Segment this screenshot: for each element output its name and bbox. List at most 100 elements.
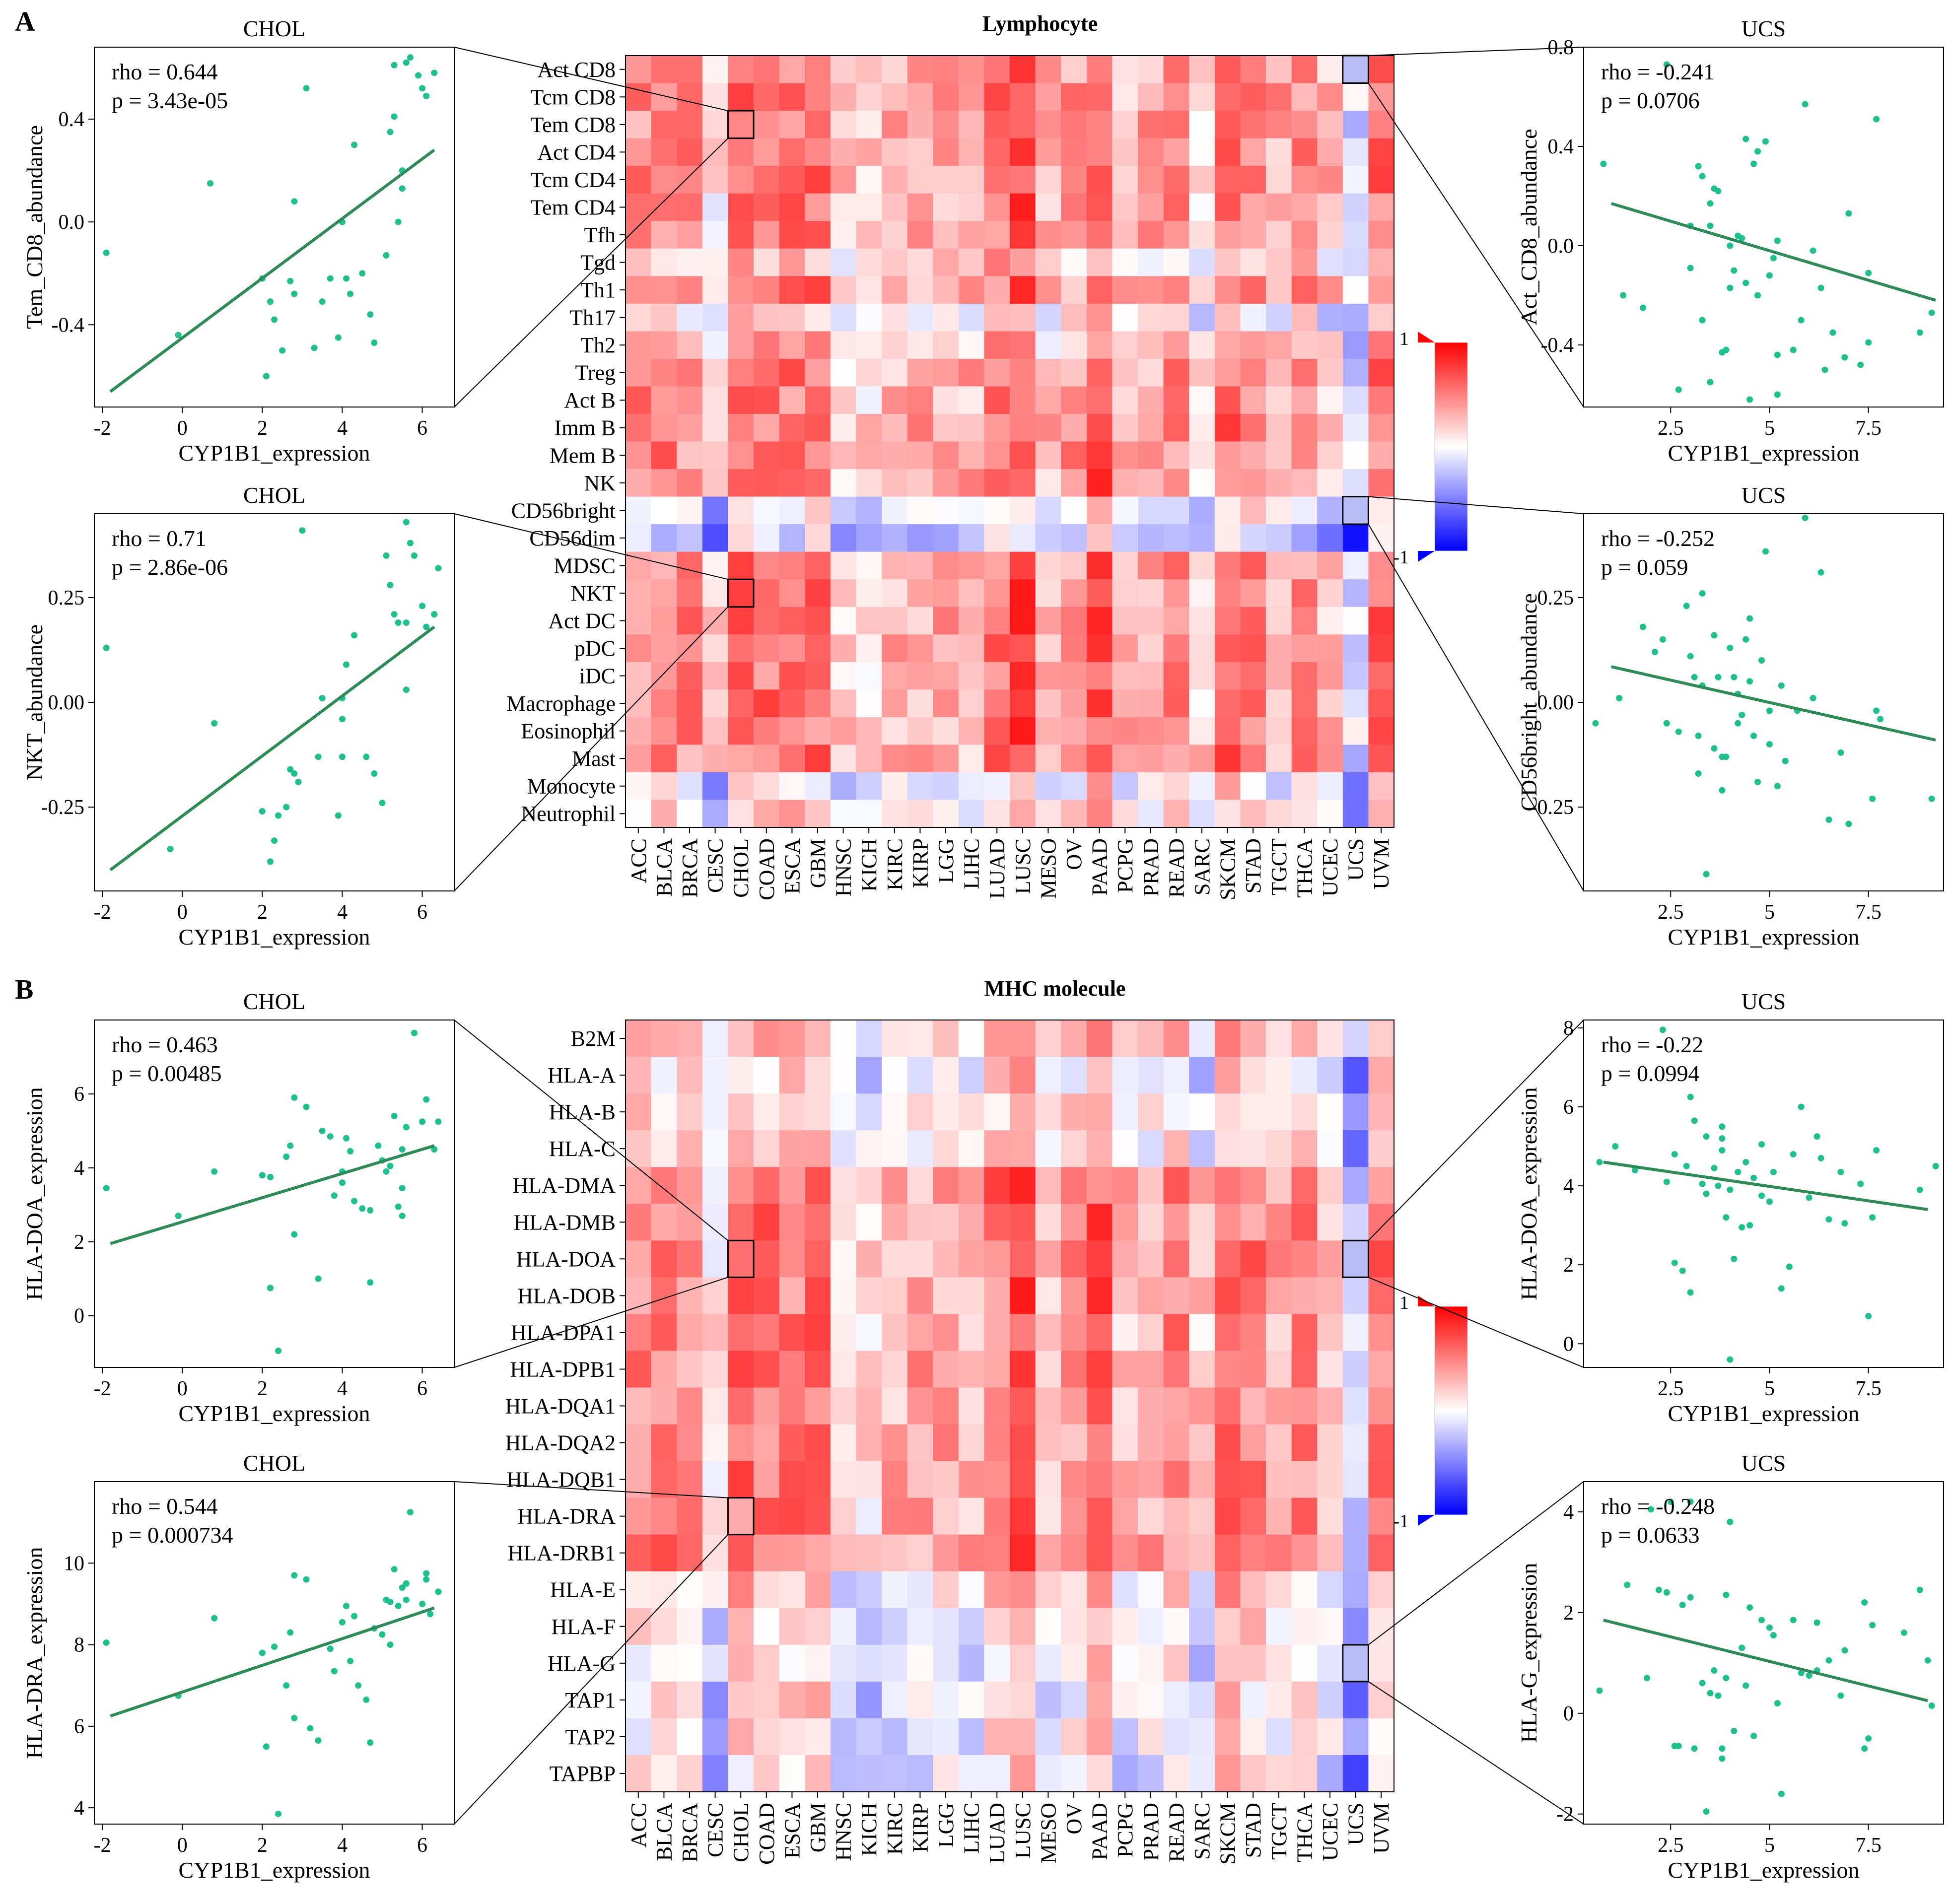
heatmap-cell bbox=[882, 1204, 907, 1241]
heatmap-cell bbox=[933, 1130, 959, 1167]
heatmap-cell bbox=[1138, 1387, 1164, 1425]
heatmap-cell bbox=[1266, 1461, 1292, 1498]
scatter-title: CHOL bbox=[243, 16, 305, 41]
heatmap-cell bbox=[1010, 552, 1036, 580]
heatmap-cell bbox=[959, 717, 984, 745]
heatmap-cell bbox=[933, 579, 959, 607]
heatmap-cell bbox=[805, 1682, 831, 1719]
column-label: HNSC bbox=[832, 838, 856, 896]
heatmap-cell bbox=[1368, 111, 1394, 138]
heatmap-cell bbox=[677, 1057, 702, 1094]
heatmap-cell bbox=[1112, 1682, 1138, 1719]
heatmap-cell bbox=[831, 1498, 856, 1535]
heatmap-cell bbox=[754, 1387, 779, 1425]
heatmap-cell bbox=[1189, 772, 1215, 800]
x-tick-label: 4 bbox=[337, 1834, 348, 1857]
x-axis-label: CYP1B1_expression bbox=[179, 1857, 370, 1883]
scatter-point bbox=[1683, 603, 1690, 609]
heatmap-cell bbox=[1317, 166, 1343, 194]
heatmap-cell bbox=[626, 414, 651, 442]
y-tick-label: -0.4 bbox=[52, 314, 85, 337]
heatmap-cell bbox=[1112, 1240, 1138, 1278]
scatter-point bbox=[1715, 188, 1721, 195]
heatmap-cell bbox=[702, 717, 728, 745]
heatmap-cell bbox=[1215, 83, 1241, 111]
heatmap-cell bbox=[1343, 552, 1369, 580]
heatmap-cell bbox=[779, 497, 805, 525]
heatmap-cell bbox=[1240, 1608, 1266, 1645]
heatmap-cell bbox=[626, 717, 651, 745]
heatmap-cell bbox=[805, 276, 831, 304]
heatmap-cell bbox=[1036, 1755, 1061, 1792]
heatmap-cell bbox=[1036, 1204, 1061, 1241]
heatmap-cell bbox=[626, 579, 651, 607]
heatmap-cell bbox=[1138, 497, 1164, 525]
scatter-point bbox=[387, 1641, 394, 1648]
heatmap-cell bbox=[1343, 442, 1369, 470]
row-label: Act B bbox=[564, 388, 616, 412]
heatmap-cell bbox=[626, 1682, 651, 1719]
heatmap-cell bbox=[728, 1608, 754, 1645]
scatter-point bbox=[395, 619, 402, 626]
heatmap-cell bbox=[1240, 634, 1266, 662]
heatmap-cell bbox=[1010, 469, 1036, 497]
heatmap-cell bbox=[1215, 1718, 1241, 1756]
heatmap-cell bbox=[1292, 689, 1318, 717]
heatmap-cell bbox=[831, 138, 856, 166]
scatter-point bbox=[1802, 515, 1809, 521]
heatmap-cell bbox=[677, 524, 702, 552]
heatmap-cell bbox=[1368, 1240, 1394, 1278]
heatmap-cell bbox=[1317, 83, 1343, 111]
heatmap-cell bbox=[1164, 138, 1189, 166]
scatter-point bbox=[379, 1632, 386, 1638]
heatmap-cell bbox=[1138, 1277, 1164, 1314]
heatmap-cell bbox=[831, 166, 856, 194]
scatter-point bbox=[1711, 632, 1717, 638]
scatter-point bbox=[1929, 310, 1935, 316]
heatmap-cell bbox=[1215, 331, 1241, 359]
heatmap-cell bbox=[1010, 607, 1036, 635]
heatmap-cell bbox=[831, 800, 856, 827]
row-label: HLA-DMB bbox=[514, 1210, 616, 1234]
heatmap-cell bbox=[1240, 359, 1266, 387]
heatmap-cell bbox=[754, 1057, 779, 1094]
heatmap-cell bbox=[1317, 1351, 1343, 1388]
heatmap-cell bbox=[907, 1682, 933, 1719]
row-label: HLA-DOB bbox=[517, 1284, 616, 1308]
x-tick-label: -2 bbox=[94, 1834, 111, 1857]
heatmap-cell bbox=[779, 1314, 805, 1351]
heatmap-cell bbox=[677, 607, 702, 635]
scatter-point bbox=[271, 316, 278, 323]
scatter-point bbox=[1664, 1589, 1670, 1596]
y-tick-label: 6 bbox=[1563, 1096, 1574, 1119]
scatter-point bbox=[1727, 1187, 1733, 1193]
heatmap-cell bbox=[779, 1130, 805, 1167]
heatmap-cell bbox=[1087, 194, 1113, 221]
heatmap-cell bbox=[1292, 359, 1318, 387]
heatmap-cell bbox=[626, 1130, 651, 1167]
heatmap-cell bbox=[1240, 552, 1266, 580]
heatmap-cell bbox=[1317, 552, 1343, 580]
heatmap-cell bbox=[1036, 1167, 1061, 1204]
heatmap-cell bbox=[1266, 442, 1292, 470]
scatter-point bbox=[1865, 270, 1872, 276]
heatmap-cell bbox=[856, 717, 882, 745]
scatter-point bbox=[383, 1168, 390, 1175]
scatter-point bbox=[1841, 354, 1848, 361]
scatter-point bbox=[419, 1601, 425, 1607]
heatmap-cell bbox=[1368, 662, 1394, 690]
heatmap-cell bbox=[1266, 1020, 1292, 1057]
scatter-point bbox=[1743, 280, 1749, 286]
heatmap-cell bbox=[1343, 689, 1369, 717]
heatmap-cell bbox=[779, 414, 805, 442]
heatmap-cell bbox=[907, 83, 933, 111]
heatmap-cell bbox=[856, 221, 882, 249]
row-label: HLA-G bbox=[548, 1651, 616, 1676]
heatmap-cell bbox=[984, 1608, 1010, 1645]
heatmap-cell bbox=[1112, 221, 1138, 249]
heatmap-cell bbox=[984, 717, 1010, 745]
scatter-chol-hla-doa: CHOL-2 0 2 4 60246CYP1B1_expressionHLA-DOA_e… bbox=[22, 989, 454, 1426]
heatmap-cell bbox=[907, 1240, 933, 1278]
column-label: THCA bbox=[1292, 838, 1317, 898]
scatter-point bbox=[1766, 272, 1773, 279]
